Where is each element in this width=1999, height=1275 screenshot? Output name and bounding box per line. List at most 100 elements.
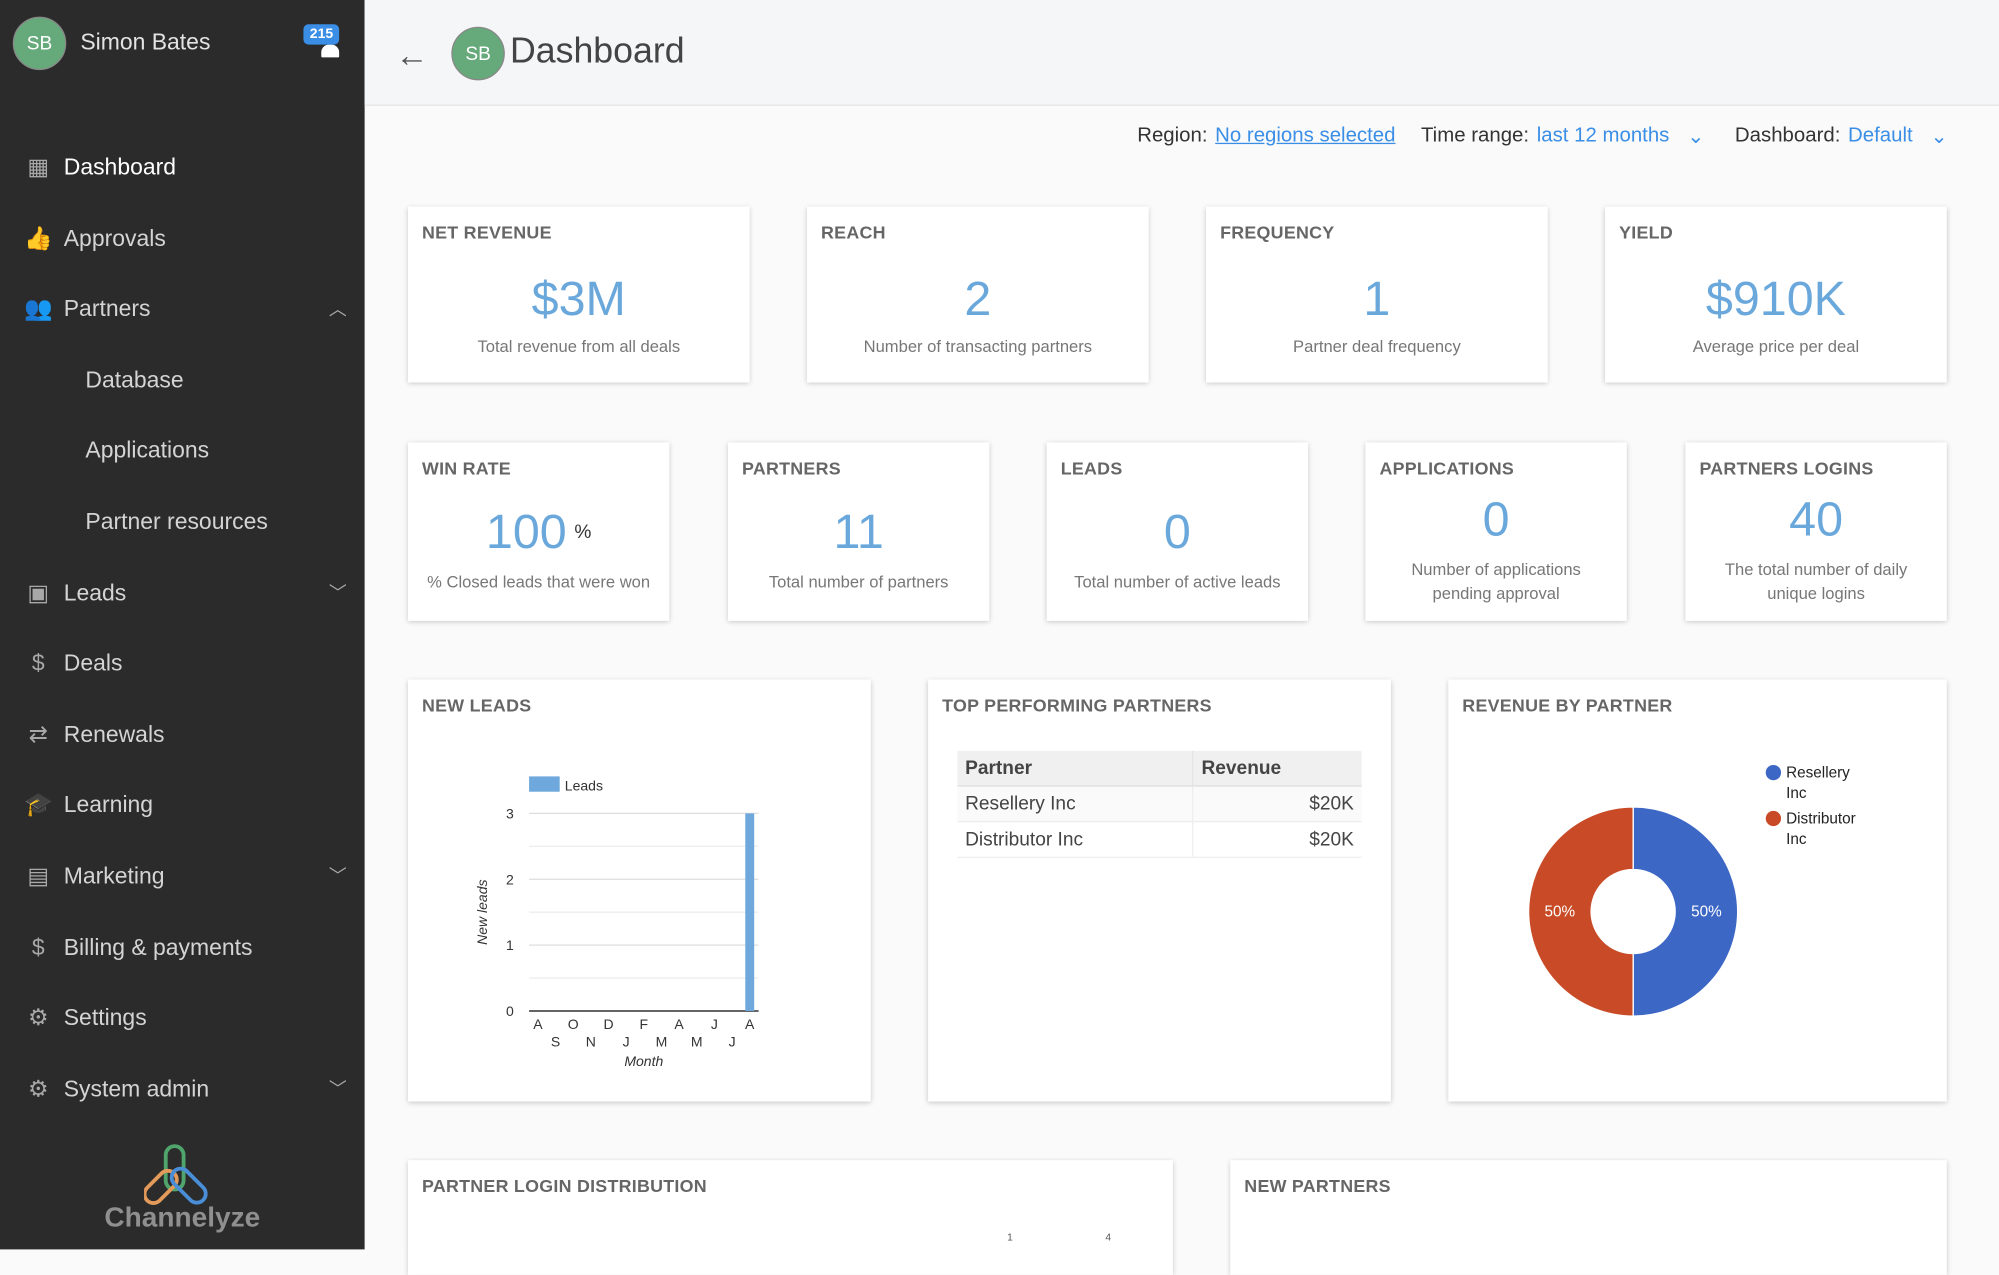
kpi-card[interactable]: FREQUENCY 1 Partner deal frequency: [1206, 206, 1548, 383]
kpi-title: REACH: [821, 221, 886, 243]
chevron-up-icon[interactable]: ︿: [328, 298, 347, 319]
sidebar-item-label: Learning: [63, 791, 154, 817]
tick-label: 1: [1007, 1231, 1013, 1244]
x-tick-label: S: [551, 1034, 560, 1050]
kpi-card[interactable]: NET REVENUE $3M Total revenue from all d…: [407, 206, 750, 383]
bell-icon[interactable]: [321, 44, 340, 58]
chevron-down-icon[interactable]: ﹀: [328, 582, 347, 604]
y-tick-label: 2: [506, 871, 514, 887]
kpi-card[interactable]: PARTNERS LOGINS 40 The total number of d…: [1685, 442, 1947, 621]
table-row: Distributor Inc $20K: [957, 821, 1362, 859]
repeat-icon: ⇄: [28, 720, 48, 747]
column-header[interactable]: Revenue: [1192, 750, 1362, 787]
x-tick-label: A: [533, 1016, 543, 1032]
x-tick-label: O: [568, 1016, 579, 1032]
revenue-cell: $20K: [1192, 821, 1362, 859]
user-avatar[interactable]: SB: [12, 16, 67, 71]
sidebar-item-label: Dashboard: [63, 153, 177, 180]
sidebar-item-system-admin[interactable]: ⚙ System admin ﹀: [0, 1063, 365, 1114]
sidebar-item-label: System admin: [63, 1075, 210, 1101]
pie-slice[interactable]: [1632, 806, 1739, 1017]
kpi-description: Partner deal frequency: [1293, 336, 1461, 356]
sidebar-item-partner-resources[interactable]: Partner resources: [0, 496, 365, 547]
kpi-card[interactable]: LEADS 0 Total number of active leads: [1046, 442, 1309, 621]
region-link[interactable]: No regions selected: [1215, 124, 1396, 147]
y-tick-label: 1: [506, 937, 514, 953]
kpi-value: 0: [1482, 493, 1510, 547]
legend-label[interactable]: Resellery Inc: [1786, 765, 1850, 802]
x-tick-label: J: [623, 1034, 630, 1050]
kpi-value: 11: [833, 506, 884, 560]
page-title: Dashboard: [509, 30, 685, 71]
sidebar-item-deals[interactable]: $ Deals: [0, 637, 365, 688]
sidebar-item-dashboard[interactable]: ▦ Dashboard: [0, 142, 365, 193]
sidebar: SB Simon Bates 215 ▦ Dashboard 👍 Approvals 👥…: [0, 0, 365, 1250]
kpi-value: $3M: [531, 272, 626, 327]
kpi-title: WIN RATE: [421, 457, 511, 479]
kpi-card[interactable]: YIELD $910K Average price per deal: [1605, 206, 1947, 383]
kpi-value: 40: [1789, 493, 1844, 547]
x-axis-title: Month: [624, 1053, 663, 1069]
x-tick-label: J: [711, 1016, 718, 1032]
sidebar-item-label: Leads: [63, 579, 127, 605]
sidebar-item-renewals[interactable]: ⇄ Renewals: [0, 709, 365, 760]
kpi-card[interactable]: WIN RATE 100% % Closed leads that were w…: [407, 442, 670, 621]
bar[interactable]: [745, 813, 755, 1011]
kpi-card[interactable]: APPLICATIONS 0 Number of applications pe…: [1365, 442, 1627, 621]
legend-swatch: [529, 776, 560, 792]
chevron-down-icon[interactable]: ﹀: [328, 1078, 347, 1099]
pie-slice[interactable]: [1528, 806, 1634, 1017]
kpi-card[interactable]: REACH 2 Number of transacting partners: [807, 206, 1149, 383]
new-leads-card: NEW LEADS: [407, 679, 871, 1102]
sidebar-item-label: Approvals: [63, 225, 166, 251]
store-icon: ▤: [27, 862, 50, 888]
partner-login-distribution-card: PARTNER LOGIN DISTRIBUTION 1 4: [407, 1160, 1173, 1275]
x-tick-label: D: [603, 1016, 613, 1032]
x-tick-label: A: [745, 1016, 755, 1032]
sidebar-item-learning[interactable]: 🎓 Learning: [0, 779, 365, 830]
kpi-description: Total number of active leads: [1074, 572, 1281, 592]
sidebar-item-label: Deals: [63, 649, 123, 676]
gear-icon: ⚙: [27, 1003, 49, 1030]
time-range-select[interactable]: last 12 months: [1536, 124, 1670, 147]
column-header[interactable]: Partner: [957, 750, 1194, 787]
top-partners-card: TOP PERFORMING PARTNERS Partner Revenue R…: [928, 679, 1391, 1102]
x-tick-label: F: [640, 1016, 649, 1032]
legend-label[interactable]: Distributor Inc: [1786, 811, 1856, 848]
card-title: TOP PERFORMING PARTNERS: [942, 694, 1212, 716]
card-title: PARTNER LOGIN DISTRIBUTION: [421, 1175, 707, 1196]
kpi-card[interactable]: PARTNERS 11 Total number of partners: [727, 442, 990, 621]
chevron-down-icon[interactable]: ⌄: [1930, 126, 1948, 148]
card-title: REVENUE BY PARTNER: [1462, 694, 1673, 716]
sidebar-item-applications[interactable]: Applications: [0, 425, 365, 476]
dashboard-select[interactable]: Default: [1848, 124, 1913, 147]
y-tick-label: 3: [506, 805, 514, 821]
user-name[interactable]: Simon Bates: [80, 29, 211, 55]
thumbs-up-icon: 👍: [23, 225, 53, 251]
sidebar-item-partners[interactable]: 👥 Partners ︿: [0, 283, 365, 334]
kpi-value: 100: [485, 506, 567, 560]
filter-bar: Region: No regions selected Time range: …: [1137, 124, 1947, 149]
chevron-down-icon[interactable]: ﹀: [328, 865, 347, 887]
sidebar-item-approvals[interactable]: 👍 Approvals: [0, 213, 365, 264]
contact-folder-icon: ▣: [27, 579, 50, 605]
sidebar-item-leads[interactable]: ▣ Leads ﹀: [0, 567, 365, 618]
legend-label: Leads: [565, 777, 603, 793]
dashboard-label: Dashboard:: [1734, 124, 1841, 147]
sidebar-item-billing-payments[interactable]: $ Billing & payments: [0, 922, 365, 973]
sidebar-item-database[interactable]: Database: [0, 354, 365, 405]
kpi-title: PARTNERS LOGINS: [1699, 457, 1874, 479]
top-bar: [364, 0, 1999, 106]
x-tick-label: M: [656, 1034, 668, 1050]
table-header-row: Partner Revenue: [957, 750, 1362, 787]
admin-gear-icon: ⚙: [27, 1075, 49, 1101]
kpi-title: LEADS: [1060, 457, 1123, 479]
kpi-title: FREQUENCY: [1220, 221, 1335, 243]
back-arrow-icon[interactable]: ←: [395, 35, 429, 74]
chevron-down-icon[interactable]: ⌄: [1687, 126, 1705, 148]
kpi-description: % Closed leads that were won: [427, 572, 651, 592]
notification-badge[interactable]: 215: [303, 24, 340, 45]
sidebar-item-settings[interactable]: ⚙ Settings: [0, 992, 365, 1043]
sidebar-item-marketing[interactable]: ▤ Marketing ﹀: [0, 850, 365, 901]
